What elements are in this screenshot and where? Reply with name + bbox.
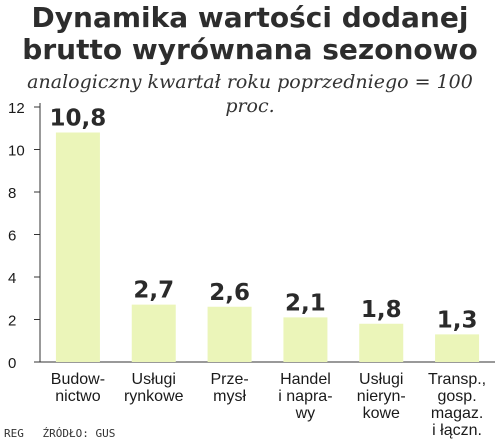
y-tick-label: 2 — [8, 313, 16, 330]
footer: REG ŹRÓDŁO: GUS — [4, 427, 127, 440]
chart-subtitle: analogiczny kwartał roku poprzedniego = … — [27, 71, 473, 117]
footer-author: REG — [4, 427, 24, 440]
chart-title: Dynamika wartości dodanej brutto wyrówna… — [0, 2, 500, 66]
category-label: mysł — [213, 388, 246, 405]
bar — [359, 323, 404, 362]
data-label: 2,7 — [133, 278, 174, 304]
category-label: i napra- — [278, 388, 332, 405]
category-label: magaz. — [431, 405, 483, 422]
data-label: 2,1 — [285, 290, 326, 316]
bar — [283, 317, 328, 362]
chart-title-line-2: brutto wyrównana sezonowo — [22, 33, 478, 66]
data-label: 1,3 — [437, 307, 478, 333]
chart-title-line-1: Dynamika wartości dodanej — [31, 1, 469, 34]
category-label: Usługi — [359, 371, 403, 388]
category-label: kowe — [363, 405, 400, 422]
bar — [55, 132, 100, 362]
footer-source: ŹRÓDŁO: GUS — [42, 427, 116, 440]
category-label: Prze- — [210, 371, 248, 388]
y-tick-label: 0 — [8, 355, 16, 372]
y-tick-label: 8 — [8, 185, 16, 202]
category-label: gosp. — [438, 388, 477, 405]
category-label: wy — [295, 405, 316, 422]
category-label: i łączn. — [432, 422, 482, 439]
category-label: Handel — [280, 371, 331, 388]
category-label: Transp., — [428, 371, 486, 388]
bar — [207, 306, 252, 362]
y-tick-label: 12 — [8, 100, 25, 117]
data-label: 10,8 — [50, 106, 107, 132]
y-tick-label: 4 — [8, 270, 16, 287]
category-label: Budow- — [51, 371, 105, 388]
bar — [435, 334, 480, 362]
category-label: nieryn- — [357, 388, 406, 405]
y-tick-label: 6 — [8, 228, 16, 245]
y-tick-label: 10 — [8, 143, 25, 160]
data-label: 1,8 — [361, 297, 402, 323]
category-label: rynkowe — [124, 388, 184, 405]
bar — [131, 304, 176, 362]
data-label: 2,6 — [209, 280, 250, 306]
category-label: nictwo — [55, 388, 100, 405]
category-label: Usługi — [132, 371, 176, 388]
